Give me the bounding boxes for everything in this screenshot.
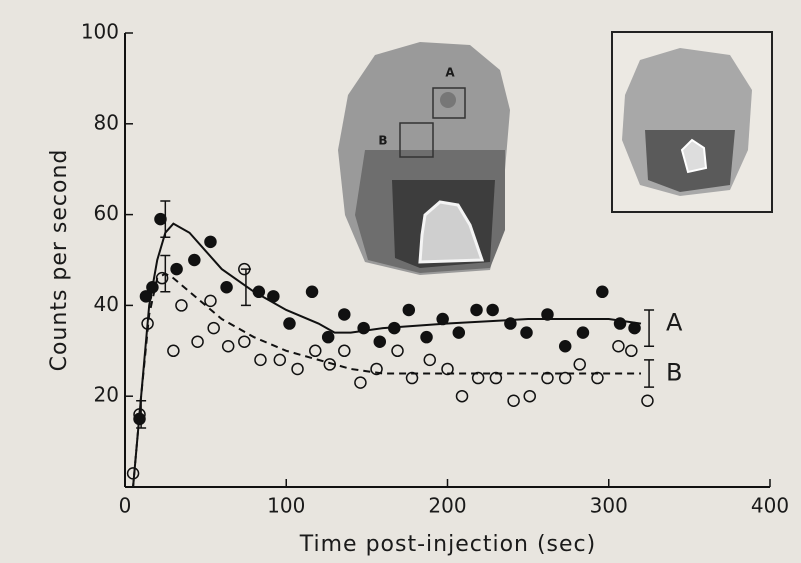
- data-point: [284, 318, 295, 329]
- data-point: [505, 318, 516, 329]
- y-tick-label: 60: [94, 201, 119, 225]
- inset-label: A: [445, 66, 455, 80]
- data-point: [268, 291, 279, 302]
- data-point: [189, 255, 200, 266]
- data-point: [274, 354, 285, 365]
- data-point: [524, 391, 535, 402]
- x-tick-label: 100: [267, 494, 305, 518]
- error-bar: [644, 310, 654, 346]
- data-point: [310, 345, 321, 356]
- data-point: [521, 327, 532, 338]
- error-bar: [644, 360, 654, 387]
- data-point: [339, 309, 350, 320]
- data-point: [253, 286, 264, 297]
- scan-image-small: [612, 32, 772, 212]
- data-point: [613, 341, 624, 352]
- data-point: [239, 336, 250, 347]
- data-point: [542, 309, 553, 320]
- x-axis-title: Time post-injection (sec): [299, 532, 596, 557]
- data-point: [560, 373, 571, 384]
- data-point: [292, 363, 303, 374]
- data-point: [597, 286, 608, 297]
- x-tick-label: 200: [428, 494, 466, 518]
- inset-label: B: [378, 134, 387, 148]
- scan-image: [338, 42, 510, 275]
- data-point: [223, 341, 234, 352]
- data-point: [355, 377, 366, 388]
- data-point: [255, 354, 266, 365]
- data-point: [374, 336, 385, 347]
- data-point: [155, 214, 166, 225]
- data-point: [421, 332, 432, 343]
- data-point: [424, 354, 435, 365]
- data-point: [508, 395, 519, 406]
- data-point: [615, 318, 626, 329]
- data-point: [453, 327, 464, 338]
- data-point: [487, 304, 498, 315]
- data-point: [577, 327, 588, 338]
- data-point: [307, 286, 318, 297]
- data-point: [457, 391, 468, 402]
- data-point: [389, 323, 400, 334]
- series-label: A: [666, 309, 683, 337]
- y-tick-label: 100: [81, 20, 119, 44]
- data-point: [574, 359, 585, 370]
- data-point: [339, 345, 350, 356]
- chart: A B Time post-injection (sec) Counts per…: [0, 0, 801, 563]
- y-tick-label: 80: [94, 110, 119, 134]
- data-point: [171, 264, 182, 275]
- x-tick-label: 0: [119, 494, 132, 518]
- data-point: [473, 373, 484, 384]
- y-tick-label: 40: [94, 292, 119, 316]
- data-point: [205, 295, 216, 306]
- x-tick-label: 300: [590, 494, 628, 518]
- y-axis-title: Counts per second: [47, 149, 72, 372]
- series-label: B: [666, 359, 682, 387]
- data-point: [358, 323, 369, 334]
- data-point: [168, 345, 179, 356]
- data-point: [392, 345, 403, 356]
- data-point: [221, 282, 232, 293]
- data-point: [437, 314, 448, 325]
- data-point: [205, 236, 216, 247]
- data-point: [626, 345, 637, 356]
- data-point: [471, 304, 482, 315]
- data-point: [208, 323, 219, 334]
- data-point: [560, 341, 571, 352]
- data-point: [192, 336, 203, 347]
- data-point: [642, 395, 653, 406]
- data-point: [403, 304, 414, 315]
- data-point: [629, 323, 640, 334]
- data-point: [323, 332, 334, 343]
- data-point: [176, 300, 187, 311]
- y-tick-label: 20: [94, 383, 119, 407]
- x-tick-label: 400: [751, 494, 789, 518]
